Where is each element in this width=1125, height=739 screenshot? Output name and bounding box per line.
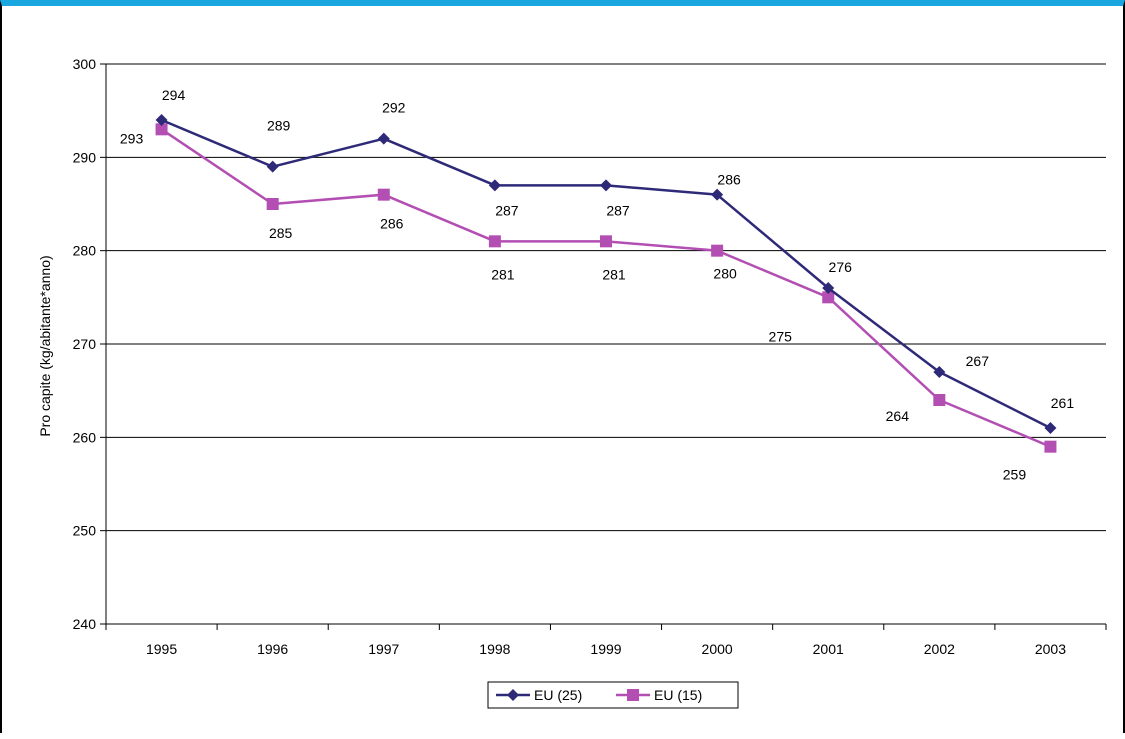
gridlines (106, 63, 1106, 625)
x-tick-label-2003: 2003 (1035, 641, 1066, 657)
data-label-eu15-1998: 281 (491, 266, 515, 282)
marker-eu15-1998 (488, 235, 501, 248)
series-line-eu15 (160, 128, 1051, 448)
y-tick-label-270: 270 (73, 336, 97, 352)
x-tick-label-1996: 1996 (257, 641, 288, 657)
data-label-eu15-2002: 264 (886, 408, 910, 424)
marker-eu15-1999 (600, 235, 612, 248)
series-lines (155, 114, 1057, 453)
marker-eu25-2003 (1044, 422, 1057, 434)
marker-eu25-1996 (266, 160, 279, 173)
marker-eu25-2001 (822, 282, 835, 294)
legend: EU (25) EU (15) (487, 681, 739, 709)
x-tick-label-1998: 1998 (479, 641, 510, 657)
data-label-eu15-1997: 286 (380, 216, 404, 232)
data-label-eu15-2003: 259 (1003, 467, 1027, 483)
y-tick-label-240: 240 (73, 616, 97, 632)
data-label-eu25-2003: 261 (1051, 395, 1075, 411)
data-label-eu15-2000: 280 (713, 266, 737, 282)
data-label-eu25-1998: 287 (495, 202, 519, 218)
data-label-eu25-2001: 276 (829, 259, 853, 275)
line-chart: 240 250 260 270 280 290 300 1995 1996 1997 1998 199… (37, 56, 1107, 709)
data-label-eu25-2000: 286 (717, 172, 741, 188)
y-tick-label-290: 290 (73, 149, 97, 165)
x-tick-label-1995: 1995 (146, 641, 177, 657)
marker-eu25-1995 (155, 114, 168, 126)
marker-eu15-2003 (1044, 440, 1057, 453)
marker-eu15-1997 (377, 188, 390, 201)
data-label-eu15-1999: 281 (602, 266, 626, 282)
y-tick-label-300: 300 (73, 56, 97, 72)
legend-label-eu15: EU (15) (654, 687, 702, 703)
data-label-eu25-1997: 292 (382, 100, 406, 116)
x-tick-label-1999: 1999 (590, 641, 621, 657)
y-axis-title: Pro capite (kg/abitante*anno) (37, 255, 53, 436)
marker-eu15-1995 (155, 123, 168, 136)
marker-eu15-2000 (711, 244, 724, 257)
data-label-eu15-1996: 285 (269, 225, 293, 241)
data-labels: 294 289 292 287 287 286 276 267 261 293 285 286 281 2… (120, 87, 1074, 483)
y-tick-label-260: 260 (73, 429, 97, 445)
x-tick-label-2002: 2002 (924, 641, 955, 657)
marker-eu15-2001 (822, 291, 835, 304)
y-tick-label-280: 280 (73, 243, 97, 259)
y-tick-label-250: 250 (73, 523, 97, 539)
marker-eu25-1998 (488, 179, 501, 192)
marker-eu25-2002 (933, 366, 946, 378)
marker-eu25-1997 (377, 132, 390, 145)
legend-marker-eu15 (627, 689, 639, 701)
axes: 240 250 260 270 280 290 300 1995 1996 1997 1998 199… (73, 56, 1107, 657)
marker-eu25-1999 (600, 179, 612, 192)
data-label-eu15-1995: 293 (120, 130, 144, 146)
data-label-eu15-2001: 275 (769, 328, 793, 344)
data-label-eu25-2002: 267 (966, 353, 990, 369)
data-label-eu25-1999: 287 (606, 202, 630, 218)
data-label-eu25-1996: 289 (267, 118, 291, 134)
legend-marker-eu25 (507, 689, 519, 701)
x-tick-label-2001: 2001 (813, 641, 844, 657)
legend-label-eu25: EU (25) (534, 687, 582, 703)
marker-eu15-2002 (933, 394, 946, 406)
data-label-eu25-1995: 294 (162, 87, 186, 103)
marker-eu15-1996 (266, 198, 279, 210)
x-tick-label-2000: 2000 (702, 641, 733, 657)
x-tick-label-1997: 1997 (368, 641, 399, 657)
marker-eu25-2000 (711, 188, 724, 201)
